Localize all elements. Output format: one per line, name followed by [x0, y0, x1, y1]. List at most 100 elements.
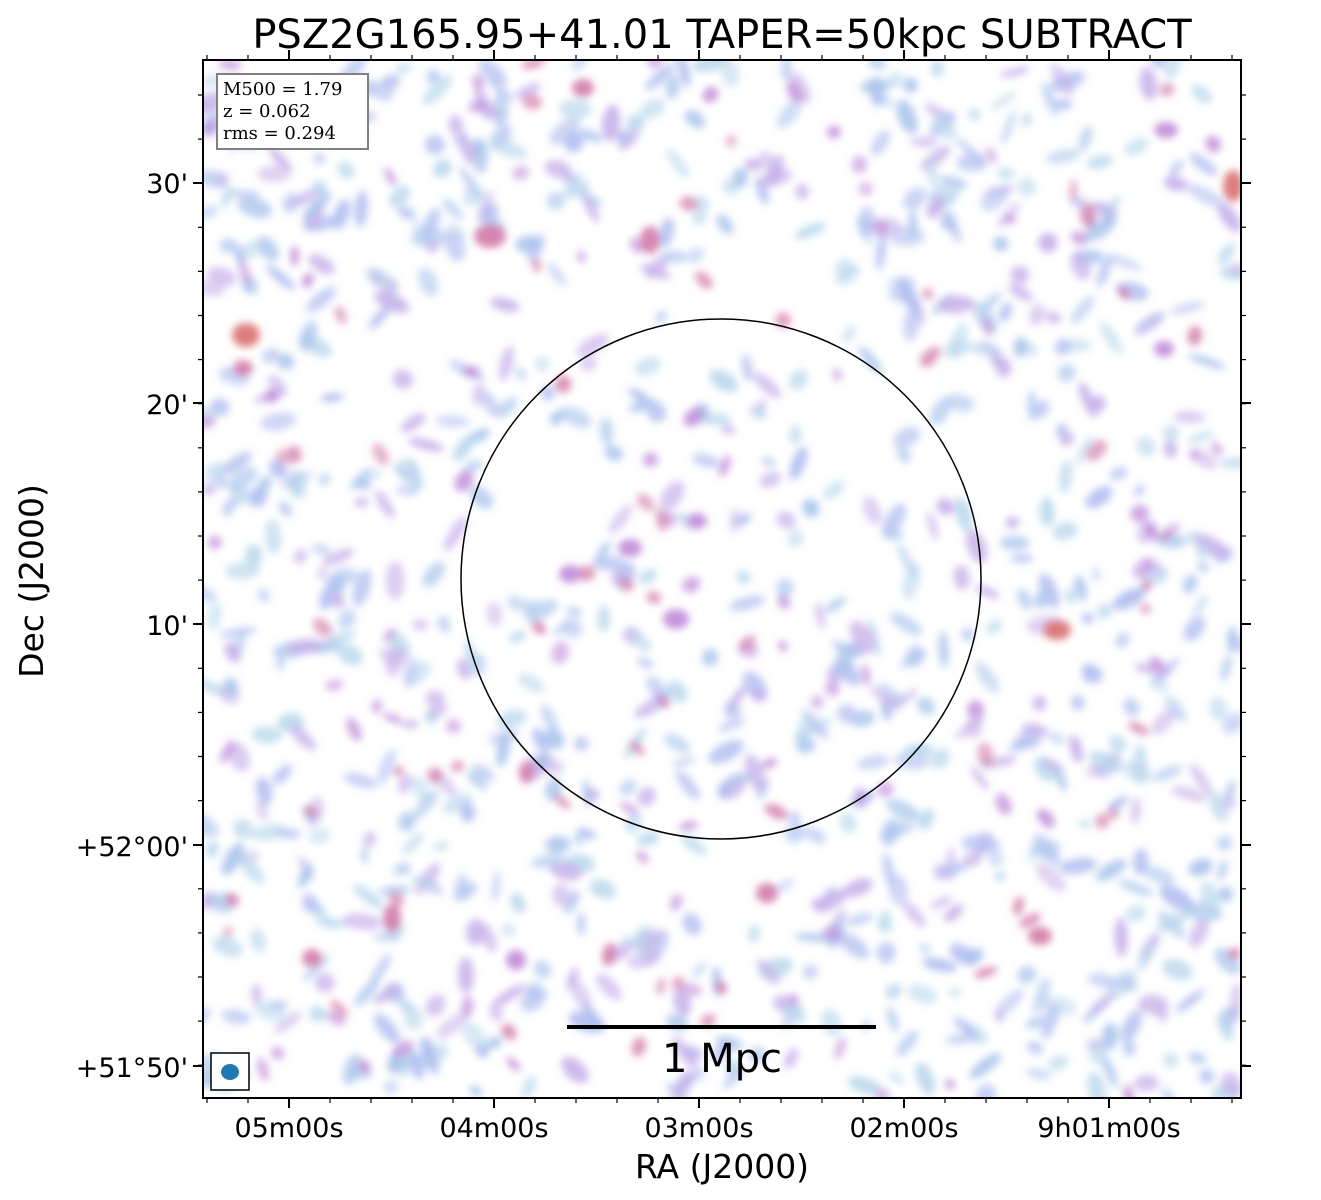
noise-blob — [903, 187, 927, 211]
noise-blob — [370, 269, 383, 287]
noise-blob — [726, 772, 754, 785]
noise-blob — [860, 664, 871, 686]
noise-blob — [549, 409, 565, 426]
noise-blob — [1100, 1052, 1119, 1089]
noise-blob — [1013, 896, 1024, 916]
noise-blob — [838, 932, 870, 959]
noise-blob — [673, 986, 691, 1017]
noise-blob — [203, 205, 219, 220]
noise-blob — [998, 302, 1013, 322]
noise-blob — [1134, 1074, 1159, 1092]
noise-blob — [293, 549, 308, 564]
noise-blob — [636, 850, 649, 864]
noise-blob — [888, 71, 904, 88]
noise-blob — [977, 742, 995, 768]
noise-blob — [1229, 634, 1241, 653]
noise-blob — [290, 725, 316, 751]
noise-blob — [787, 529, 804, 548]
noise-blob — [1078, 125, 1093, 152]
noise-blob — [822, 925, 842, 942]
noise-blob — [975, 661, 1000, 693]
noise-blob — [422, 1045, 440, 1075]
noise-blob — [462, 185, 485, 206]
noise-blob — [1156, 911, 1190, 933]
noise-blob — [753, 372, 782, 399]
noise-blob — [1086, 439, 1107, 462]
noise-blob — [672, 756, 696, 768]
noise-blob — [1136, 941, 1156, 972]
noise-blob — [997, 167, 1015, 181]
noise-blob — [442, 793, 474, 814]
noise-blob — [1070, 231, 1088, 246]
noise-blob — [1187, 325, 1203, 346]
noise-blob — [995, 793, 1012, 816]
noise-blob — [332, 593, 345, 609]
noise-blob — [514, 82, 542, 99]
noise-blob — [427, 767, 443, 784]
noise-blob — [796, 714, 816, 745]
noise-blob — [961, 627, 974, 642]
noise-blob — [672, 976, 685, 990]
noise-blob — [207, 602, 222, 630]
noise-blob — [402, 719, 419, 729]
noise-blob — [1125, 904, 1147, 922]
noise-blob — [531, 854, 565, 869]
noise-blob — [755, 177, 770, 205]
noise-blob — [975, 1083, 996, 1098]
noise-blob — [968, 108, 981, 121]
beam-ellipse — [221, 1064, 239, 1080]
noise-blob — [796, 738, 817, 754]
noise-blob — [337, 161, 355, 180]
noise-blob — [629, 740, 645, 756]
noise-blob — [462, 365, 481, 378]
noise-blob — [382, 279, 397, 295]
noise-blob — [1095, 859, 1127, 882]
y-axis-label: Dec (J2000) — [12, 484, 51, 678]
noise-blob — [991, 91, 1016, 111]
noise-blob — [987, 755, 1017, 768]
noise-blob — [619, 577, 635, 592]
noise-blob — [1081, 612, 1094, 625]
noise-blob — [813, 889, 849, 913]
noise-blob — [522, 93, 543, 110]
noise-blob — [1162, 425, 1180, 441]
noise-blob — [576, 827, 597, 840]
noise-blob — [551, 641, 570, 665]
noise-blob — [1070, 295, 1095, 324]
noise-blob — [301, 273, 314, 288]
noise-blob — [640, 226, 660, 254]
noise-blob — [517, 673, 545, 693]
noise-blob — [903, 743, 934, 758]
noise-blob — [223, 676, 239, 697]
noise-blob — [1148, 677, 1170, 693]
noise-blob — [229, 742, 250, 772]
noise-blob — [949, 943, 975, 965]
noise-blob — [777, 594, 791, 609]
noise-blob — [886, 1006, 899, 1033]
noise-blob — [337, 609, 357, 629]
noise-blob — [566, 607, 582, 617]
noise-blob — [1155, 1004, 1169, 1023]
noise-blob — [346, 717, 362, 742]
noise-blob — [313, 152, 325, 165]
noise-blob — [255, 475, 272, 498]
noise-blob — [393, 463, 408, 481]
noise-blob — [1133, 484, 1146, 497]
noise-blob — [559, 99, 592, 120]
noise-blob — [551, 883, 570, 907]
noise-blob — [426, 69, 440, 84]
noise-blob — [581, 189, 600, 223]
noise-blob — [629, 237, 643, 254]
noise-blob — [459, 802, 476, 823]
noise-blob — [437, 615, 451, 633]
noise-blob — [257, 1057, 269, 1082]
info-redshift: z = 0.062 — [223, 101, 311, 122]
noise-blob — [257, 236, 280, 262]
noise-blob — [749, 399, 768, 414]
noise-blob — [916, 697, 936, 715]
noise-blob — [617, 130, 639, 150]
noise-blob — [839, 812, 857, 834]
noise-blob — [778, 640, 788, 652]
noise-blob — [221, 451, 252, 475]
